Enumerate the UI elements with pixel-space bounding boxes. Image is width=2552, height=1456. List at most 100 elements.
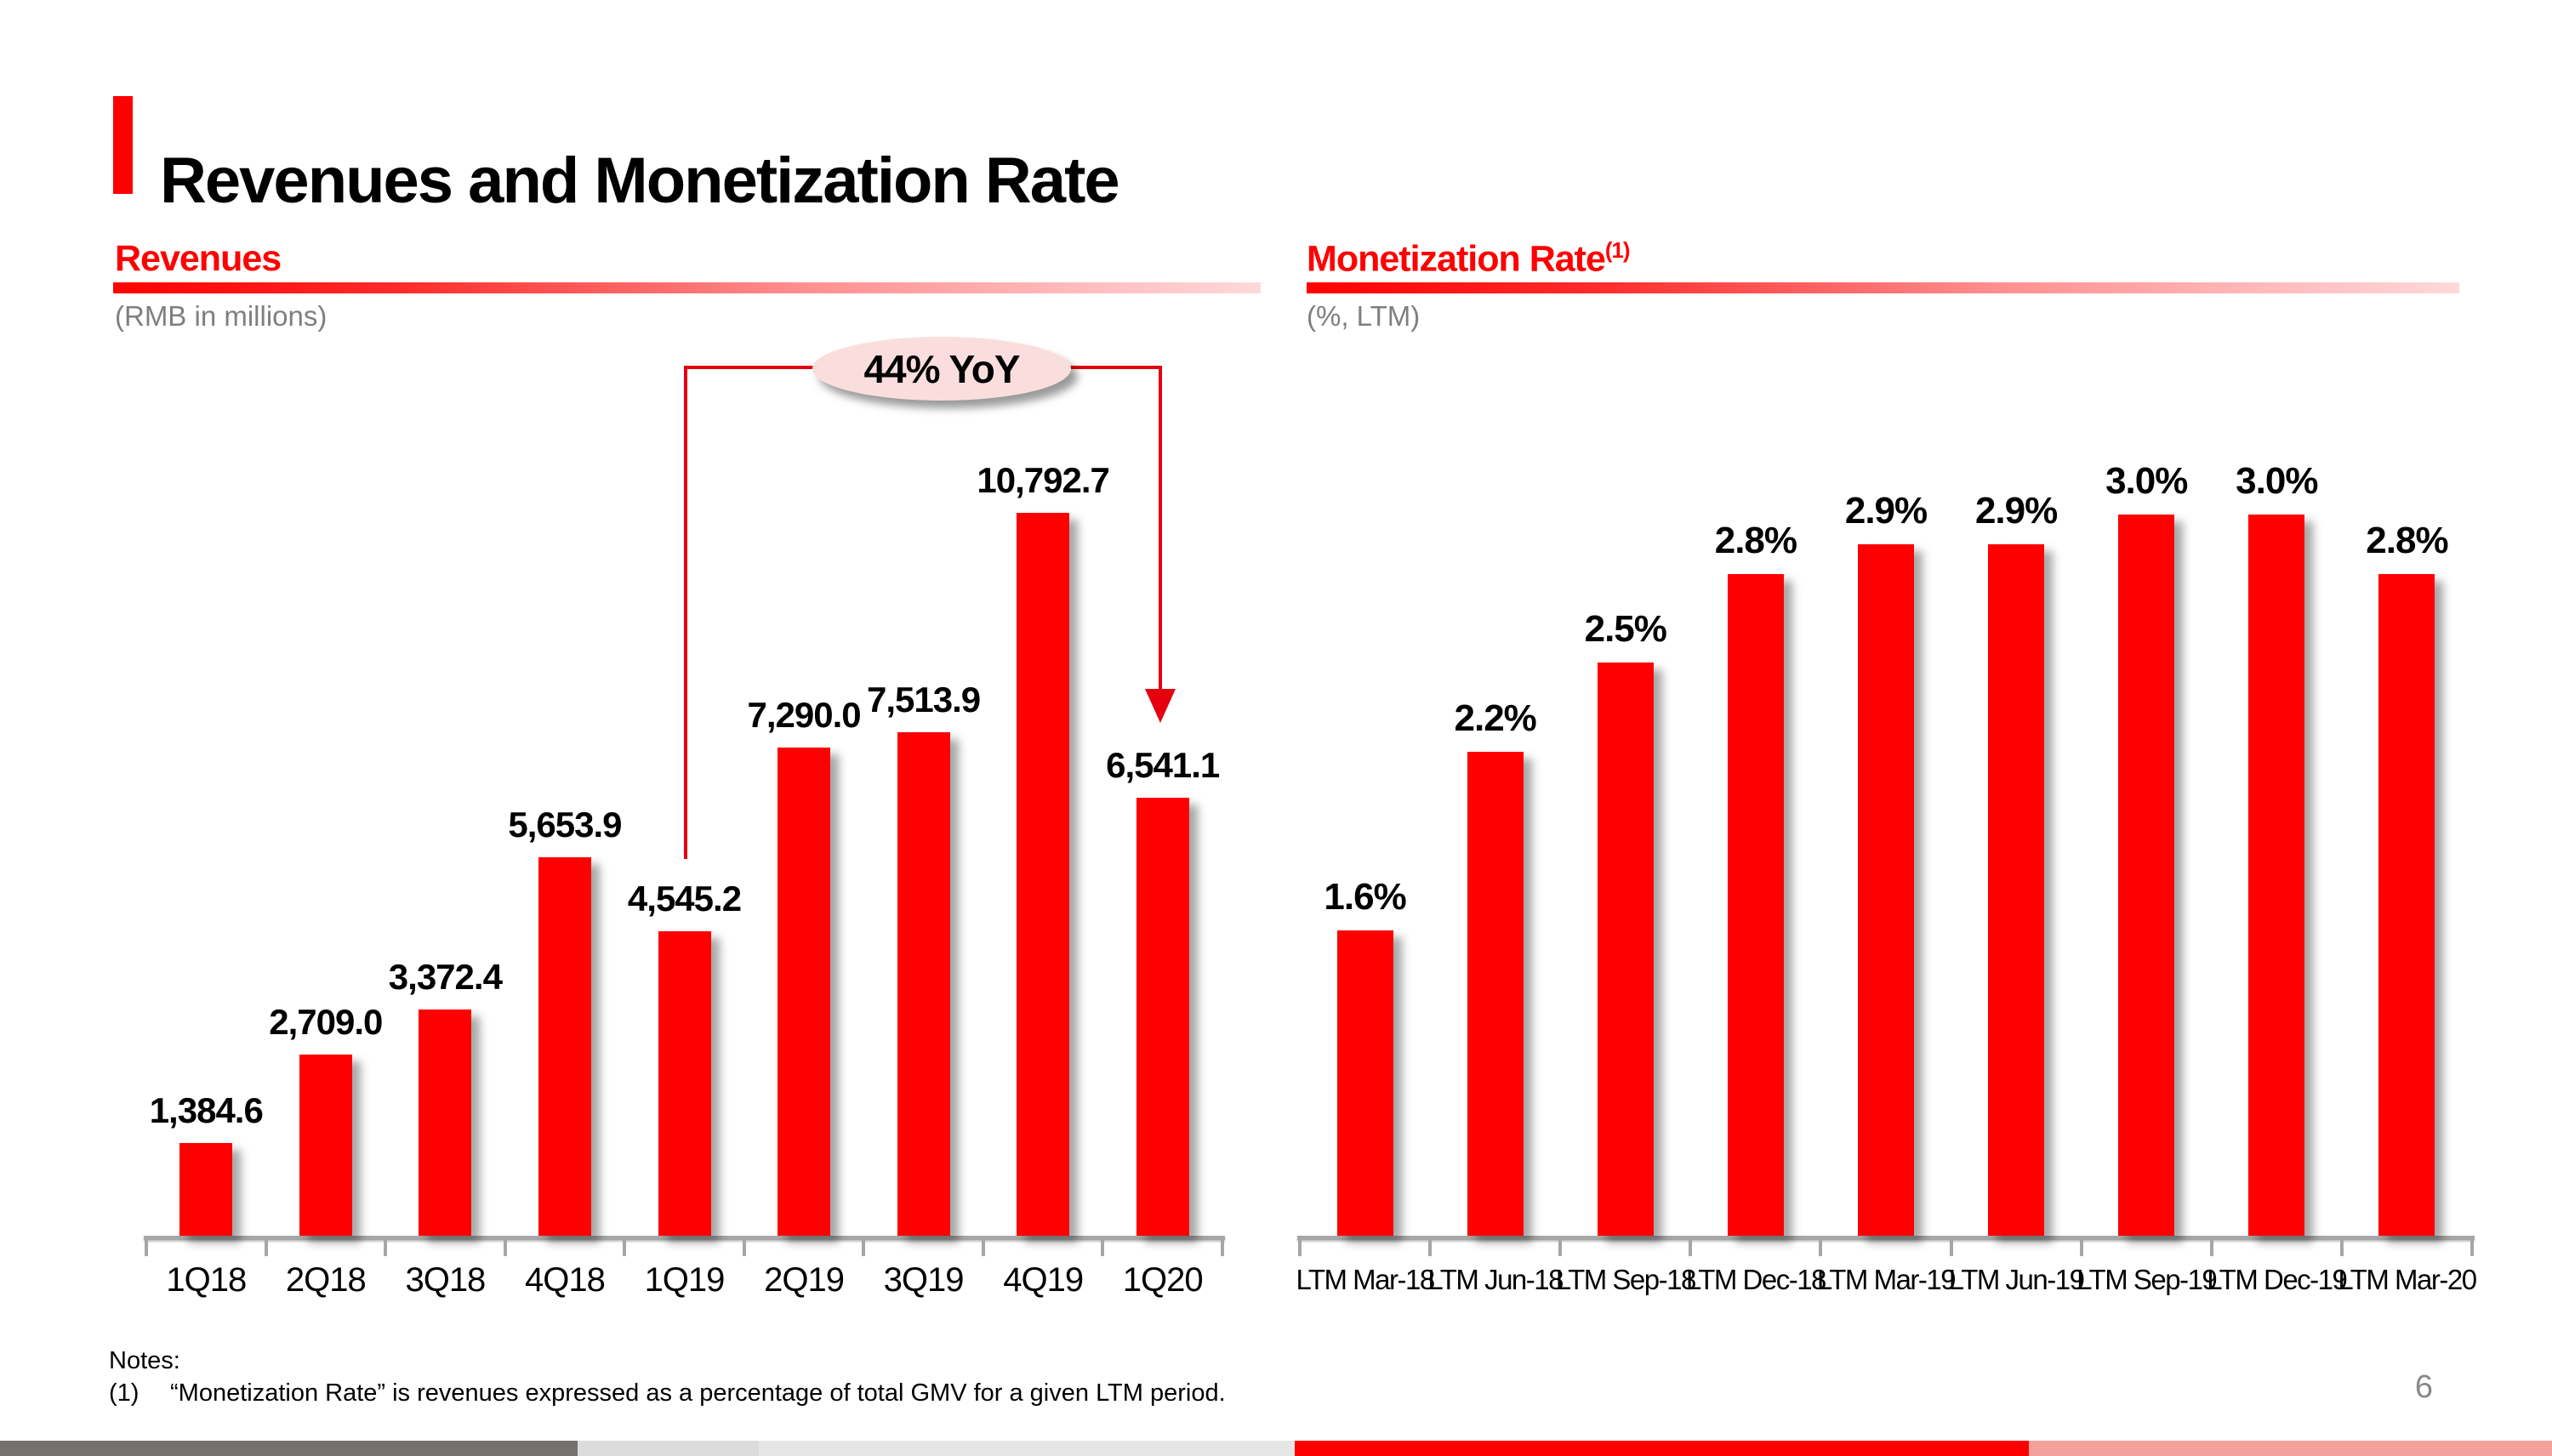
category-label: 1Q20 (1122, 1261, 1204, 1299)
yoy-arrowhead-icon (1145, 689, 1176, 723)
x-axis-tick (1689, 1239, 1693, 1256)
revenues-underline (113, 282, 1261, 293)
x-axis-tick (1428, 1239, 1433, 1256)
bar (419, 1010, 472, 1236)
x-axis-tick (1298, 1239, 1302, 1256)
category-label: 1Q19 (644, 1261, 726, 1299)
category-label: LTM Sep-18 (1555, 1264, 1697, 1295)
bar-value-label: 2.2% (1454, 697, 1537, 739)
category-label: 2Q19 (764, 1261, 845, 1299)
monetization-heading-footnote-ref: (1) (1604, 239, 1631, 263)
footer-segment-dark-gray (0, 1441, 578, 1456)
category-label: LTM Dec-18 (1685, 1264, 1827, 1295)
category-label: 3Q19 (883, 1261, 965, 1299)
monetization-bar-chart: 1.6% LTM Mar-18 2.2% LTM Jun-18 2.5% LTM Sep-… (1296, 461, 2477, 1295)
x-axis-tick (623, 1239, 627, 1256)
monetization-heading-text: Monetization Rate (1307, 238, 1606, 280)
bar-value-label: 3.0% (2236, 459, 2318, 502)
x-axis-tick (1101, 1239, 1105, 1256)
x-axis-tick (503, 1239, 507, 1256)
x-axis-tick (981, 1239, 985, 1256)
bar-value-label: 2.8% (1714, 519, 1797, 561)
page-title: Revenues and Monetization Rate (160, 144, 1120, 217)
monetization-subtitle: (%, LTM) (1307, 300, 1421, 332)
bar (1597, 663, 1654, 1236)
category-label: LTM Sep-19 (2076, 1264, 2218, 1295)
bar (2248, 515, 2305, 1236)
bar (1017, 513, 1070, 1236)
yoy-bracket-left-line (684, 366, 687, 859)
x-axis-tick (384, 1239, 388, 1256)
category-label: LTM Jun-18 (1427, 1264, 1564, 1295)
bar-value-label: 7,290.0 (747, 694, 861, 735)
bar (2118, 515, 2175, 1236)
monetization-section-heading: Monetization Rate(1) (1307, 238, 1631, 280)
x-axis-tick (145, 1239, 148, 1256)
bar (1988, 544, 2045, 1236)
x-axis-line (144, 1236, 1225, 1240)
bar-value-label: 2.8% (2366, 519, 2448, 561)
category-label: 4Q18 (525, 1261, 606, 1299)
bar-value-label: 6,541.1 (1106, 744, 1220, 785)
footnote-1-marker: (1) (109, 1379, 140, 1407)
bar (2378, 574, 2435, 1236)
category-label: 4Q19 (1003, 1261, 1084, 1299)
footer-segment-light-gray (758, 1441, 1295, 1456)
footer-segment-red (1294, 1441, 2029, 1456)
footer-color-strip (0, 1441, 2552, 1456)
bar (1727, 574, 1784, 1236)
x-axis-line (1297, 1236, 2475, 1240)
bar (1136, 798, 1189, 1236)
notes-label: Notes: (109, 1347, 180, 1374)
x-axis-tick (2470, 1239, 2474, 1256)
bar-value-label: 7,513.9 (867, 679, 981, 719)
revenues-section-heading: Revenues (115, 238, 282, 279)
bar (538, 857, 591, 1236)
bar-value-label: 5,653.9 (508, 804, 622, 845)
x-axis-tick (862, 1239, 866, 1256)
x-axis-tick (1949, 1239, 1953, 1256)
bar (897, 732, 950, 1236)
category-label: 2Q18 (285, 1261, 367, 1299)
category-label: LTM Jun-19 (1948, 1264, 2085, 1295)
x-axis-tick (264, 1239, 268, 1256)
bar (1336, 930, 1393, 1236)
category-label: LTM Mar-19 (1816, 1264, 1957, 1295)
bar (299, 1055, 352, 1236)
yoy-bracket-arrow-line (1159, 366, 1162, 691)
x-axis-tick (2079, 1239, 2083, 1256)
x-axis-tick (2209, 1239, 2213, 1256)
bar-value-label: 2.9% (1974, 489, 2058, 532)
bar-value-label: 3.0% (2105, 459, 2188, 502)
page-number: 6 (2414, 1369, 2433, 1405)
bar-value-label: 10,792.7 (977, 459, 1110, 500)
category-label: LTM Mar-18 (1296, 1264, 1435, 1295)
x-axis-tick (742, 1239, 746, 1256)
bar-value-label: 1.6% (1324, 875, 1406, 918)
footnote-1: (1) “Monetization Rate” is revenues expr… (109, 1379, 1226, 1408)
bar-value-label: 2.9% (1844, 489, 1928, 532)
x-axis-tick (1221, 1239, 1224, 1256)
revenues-subtitle: (RMB in millions) (115, 300, 328, 332)
category-label: 1Q18 (166, 1261, 247, 1299)
bar (1467, 752, 1524, 1236)
yoy-callout-ellipse: 44% YoY (812, 337, 1071, 401)
yoy-callout-label: 44% YoY (863, 346, 1020, 391)
category-label: LTM Dec-19 (2207, 1264, 2348, 1295)
footer-segment-pink (2028, 1441, 2552, 1456)
bar-value-label: 2.5% (1584, 607, 1667, 650)
x-axis-tick (2339, 1239, 2344, 1256)
x-axis-tick (1558, 1239, 1563, 1256)
footnote-1-text: “Monetization Rate” is revenues expresse… (170, 1379, 1226, 1407)
bar (778, 748, 831, 1236)
x-axis-tick (1819, 1239, 1823, 1256)
category-label: LTM Mar-20 (2338, 1264, 2477, 1295)
bar-value-label: 4,545.2 (627, 878, 742, 919)
bar-value-label: 3,372.4 (388, 956, 503, 997)
bar (658, 931, 711, 1236)
bar-value-label: 1,384.6 (149, 1089, 264, 1130)
bar-value-label: 2,709.0 (269, 1001, 383, 1042)
bar (179, 1143, 233, 1236)
bar (1858, 544, 1914, 1236)
